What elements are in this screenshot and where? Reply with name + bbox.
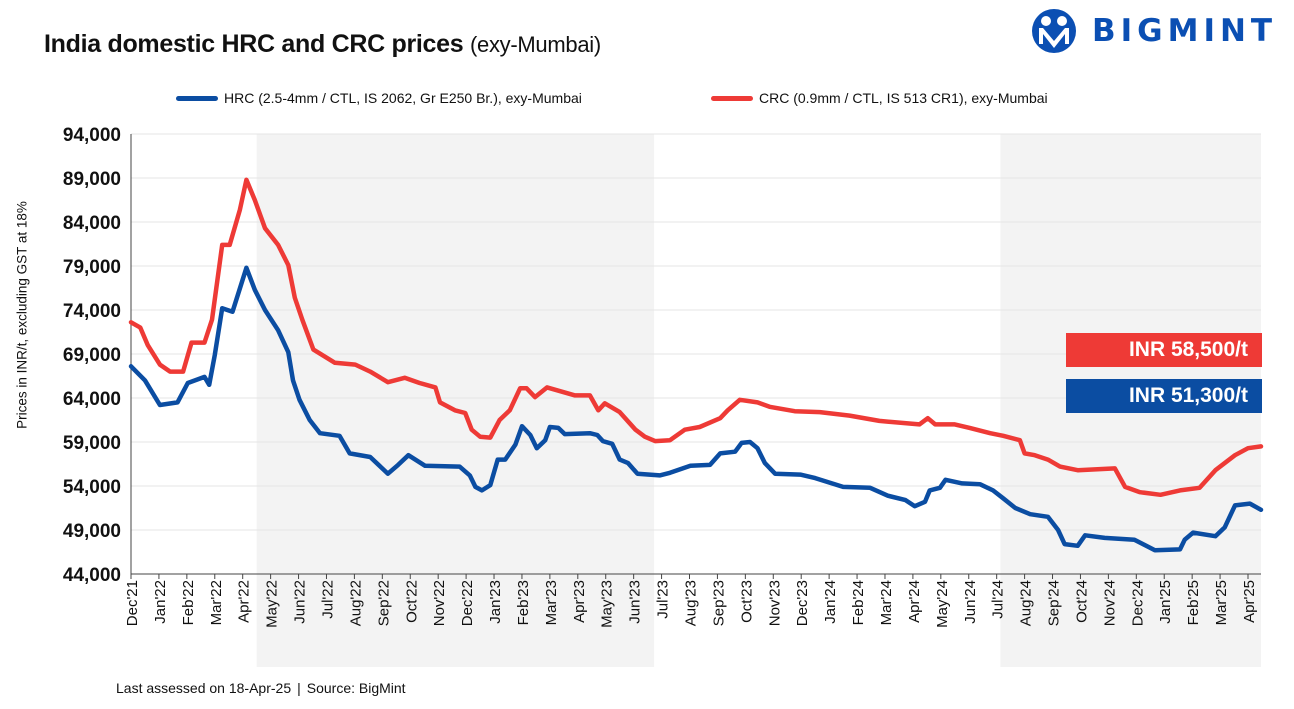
x-tick-label: Oct'22 [403, 580, 420, 623]
x-tick-label: Dec'23 [794, 580, 811, 626]
y-tick-label: 49,000 [63, 521, 121, 542]
x-tick-label: Jun'22 [292, 580, 309, 624]
legend-label-crc: CRC (0.9mm / CTL, IS 513 CR1), exy-Mumba… [759, 90, 1048, 106]
title-sub: (exy-Mumbai) [470, 32, 601, 57]
x-tick-label: Oct'24 [1073, 580, 1090, 623]
x-tick-label: Oct'23 [738, 580, 755, 623]
x-tick-label: Aug'23 [683, 580, 700, 626]
x-tick-label: Feb'24 [850, 580, 867, 625]
y-tick-label: 84,000 [63, 213, 121, 234]
x-tick-label: May'22 [264, 580, 281, 628]
x-tick-label: Mar'22 [208, 580, 225, 625]
x-tick-label: Nov'24 [1101, 580, 1118, 626]
legend-label-hrc: HRC (2.5-4mm / CTL, IS 2062, Gr E250 Br.… [224, 90, 582, 106]
x-tick-label: Jan'24 [822, 580, 839, 624]
logo-text: BIGMINT [1092, 13, 1278, 49]
y-tick-label: 89,000 [63, 169, 121, 190]
x-tick-label: Mar'25 [1213, 580, 1230, 625]
x-tick-label: Feb'23 [515, 580, 532, 625]
x-tick-label: Dec'21 [124, 580, 141, 626]
bigmint-logo: BIGMINT [1030, 8, 1277, 54]
x-tick-label: Apr'22 [236, 580, 253, 623]
y-tick-label: 69,000 [63, 345, 121, 366]
x-tick-label: Jan'22 [152, 580, 169, 624]
x-tick-label: Nov'23 [766, 580, 783, 626]
footer: Last assessed on 18-Apr-25 | Source: BigMi… [116, 680, 406, 696]
legend-swatch-hrc [176, 95, 218, 101]
bigmint-logo-icon [1032, 9, 1076, 53]
source-note: Source: BigMint [306, 680, 406, 696]
x-tick-label: Jun'23 [627, 580, 644, 624]
x-tick-label: Sep'24 [1046, 580, 1063, 626]
x-tick-label: Feb'22 [180, 580, 197, 625]
x-tick-label: Apr'25 [1241, 580, 1258, 623]
x-tick-label: Apr'24 [906, 580, 923, 623]
x-tick-label: Sep'22 [375, 580, 392, 626]
y-tick-label: 59,000 [63, 433, 121, 454]
legend-item-hrc: HRC (2.5-4mm / CTL, IS 2062, Gr E250 Br.… [176, 90, 582, 106]
x-tick-label: Aug'24 [1018, 580, 1035, 626]
x-tick-label: Jul'24 [990, 580, 1007, 619]
y-tick-label: 79,000 [63, 257, 121, 278]
y-tick-label: 54,000 [63, 477, 121, 498]
hrc-latest-badge: INR 51,300/t [1066, 379, 1262, 413]
x-tick-label: Jul'23 [655, 580, 672, 619]
x-tick-label: Sep'23 [710, 580, 727, 626]
crc-latest-badge: INR 58,500/t [1066, 333, 1262, 367]
legend-swatch-crc [711, 95, 753, 101]
x-tick-label: May'23 [599, 580, 616, 628]
x-tick-label: Jan'23 [487, 580, 504, 624]
legend-item-crc: CRC (0.9mm / CTL, IS 513 CR1), exy-Mumba… [711, 90, 1048, 106]
x-tick-label: May'24 [934, 580, 951, 628]
y-tick-label: 94,000 [63, 125, 121, 146]
title-main: India domestic HRC and CRC prices [44, 30, 464, 58]
x-tick-label: Nov'22 [431, 580, 448, 626]
chart-title: India domestic HRC and CRC prices (exy-M… [44, 30, 601, 59]
x-tick-label: Dec'22 [459, 580, 476, 626]
last-assessed: Last assessed on 18-Apr-25 [116, 680, 292, 696]
x-tick-label: Mar'24 [878, 580, 895, 625]
x-tick-label: Jul'22 [319, 580, 336, 619]
x-tick-label: Jun'24 [962, 580, 979, 624]
y-tick-label: 44,000 [63, 565, 121, 586]
x-tick-label: Aug'22 [347, 580, 364, 626]
x-tick-label: Jan'25 [1157, 580, 1174, 624]
shaded-period [256, 134, 655, 667]
footer-separator: | [297, 680, 301, 696]
x-tick-label: Mar'23 [543, 580, 560, 625]
y-tick-label: 74,000 [63, 301, 121, 322]
x-tick-label: Dec'24 [1129, 580, 1146, 626]
x-tick-label: Feb'25 [1185, 580, 1202, 625]
y-tick-label: 64,000 [63, 389, 121, 410]
x-tick-label: Apr'23 [571, 580, 588, 623]
